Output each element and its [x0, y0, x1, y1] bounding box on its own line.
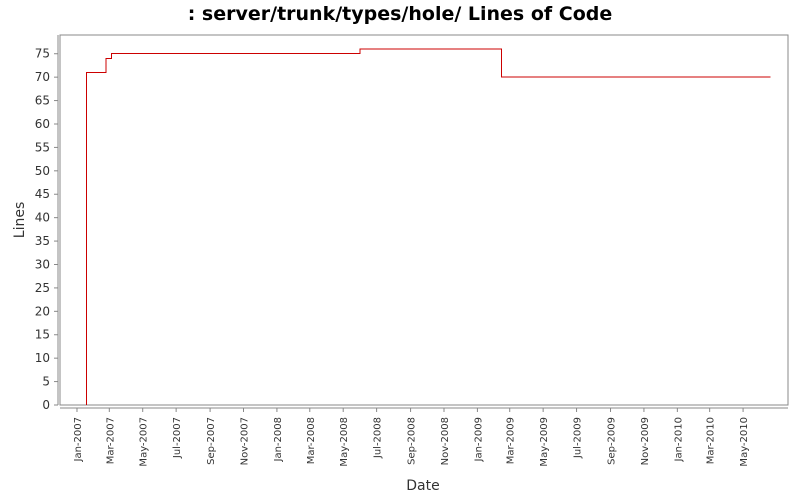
x-tick-label: Jul-2008 [373, 417, 384, 459]
y-tick-label: 20 [35, 304, 50, 318]
series-layer [85, 48, 771, 405]
plot-area [59, 34, 789, 406]
y-tick-label: 45 [35, 187, 50, 201]
y-tick-label: 15 [35, 328, 50, 342]
x-tick-label: Nov-2009 [640, 417, 651, 465]
x-tick-label: Mar-2007 [105, 417, 116, 464]
x-tick-label: Jan-2009 [473, 417, 484, 462]
x-tick-label: Mar-2009 [506, 417, 517, 464]
x-tick-label: May-2007 [139, 417, 150, 467]
y-tick-label: 55 [35, 140, 50, 154]
x-tick-label: Nov-2008 [440, 417, 451, 465]
y-tick-label: 30 [35, 257, 50, 271]
y-axis-label: Lines [12, 202, 28, 238]
y-tick-label: 70 [35, 70, 50, 84]
x-tick-label: Nov-2007 [240, 417, 251, 465]
x-tick-label: Jul-2009 [573, 417, 584, 459]
y-tick-label: 50 [35, 164, 50, 178]
y-tick-label: 75 [35, 47, 50, 61]
x-axis-ticks: Jan-2007 Mar-2007 May-2007 Jul-2007 Sep-2007… [73, 408, 750, 467]
chart-title: : server/trunk/types/hole/ Lines of Code [188, 3, 613, 25]
y-tick-label: 65 [35, 94, 50, 108]
x-tick-label: Jan-2008 [273, 417, 284, 462]
series-line-0 [85, 48, 771, 405]
x-tick-label: Sep-2009 [607, 417, 618, 465]
x-tick-label: Jul-2007 [172, 417, 183, 459]
x-tick-label: Mar-2008 [306, 417, 317, 464]
y-axis-ticks: 0 5 10 15 20 25 30 35 40 45 50 55 60 65 70 75 [35, 47, 58, 412]
x-tick-label: Sep-2007 [206, 417, 217, 465]
x-tick-label: May-2008 [339, 417, 350, 467]
y-tick-label: 60 [35, 117, 50, 131]
y-tick-label: 10 [35, 351, 50, 365]
x-tick-label: Jan-2007 [73, 417, 84, 462]
x-axis-label: Date [406, 478, 439, 494]
x-tick-label: Jan-2010 [673, 417, 684, 462]
y-tick-label: 35 [35, 234, 50, 248]
y-tick-label: 5 [42, 375, 50, 389]
y-tick-label: 25 [35, 281, 50, 295]
x-tick-label: Sep-2008 [407, 417, 418, 465]
x-tick-label: Mar-2010 [706, 417, 717, 464]
y-tick-label: 40 [35, 211, 50, 225]
x-tick-label: May-2010 [739, 417, 750, 467]
y-tick-label: 0 [42, 398, 50, 412]
x-tick-label: May-2009 [539, 417, 550, 467]
